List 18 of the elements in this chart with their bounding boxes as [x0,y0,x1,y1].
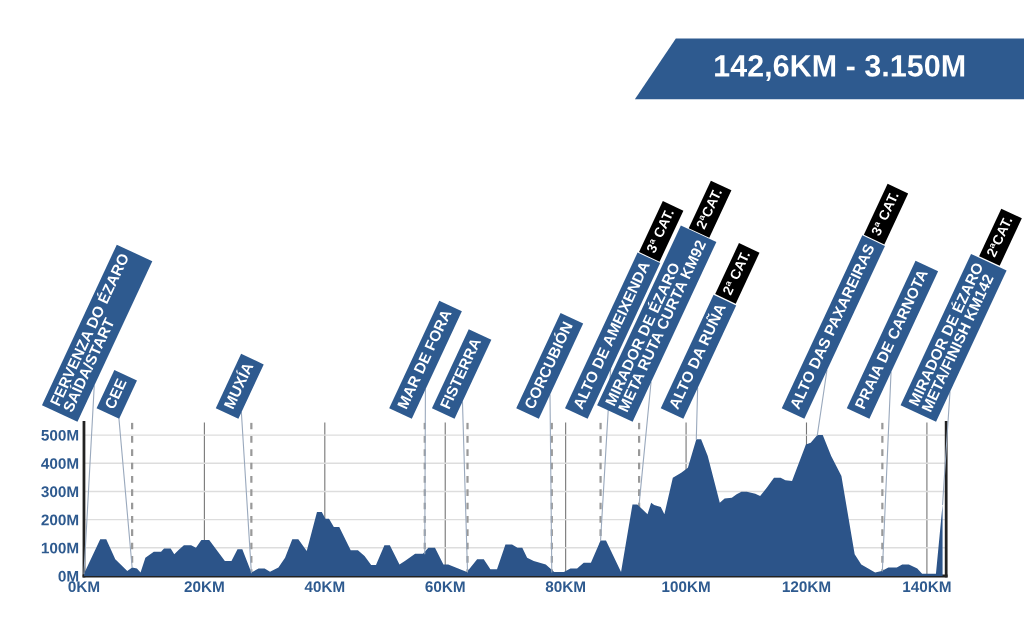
x-tick-label: 120KM [782,581,831,593]
chart-title: 142,6KM - 3.150M [715,55,965,82]
x-tick-label: 60KM [425,581,465,593]
x-tick-label: 20KM [184,581,224,593]
text: 3ª CAT. [870,191,899,237]
text: 3ª CAT. [645,208,675,254]
x-tick-label: 80KM [545,581,585,593]
y-tick-label: 400M [41,458,79,469]
y-tick-label: 0M [58,570,79,582]
x-tick-label: 40KM [304,581,345,593]
y-tick-label: 200M [41,514,79,526]
x-tick-label: 100KM [662,581,710,593]
y-tick-label: 100M [41,542,79,554]
x-tick-label: 0KM [68,581,100,593]
y-tick-label: 500M [41,429,79,441]
x-tick-label: 140KM [903,581,951,593]
text: 2ª CAT. [722,250,751,296]
y-tick-label: 300M [41,486,79,498]
